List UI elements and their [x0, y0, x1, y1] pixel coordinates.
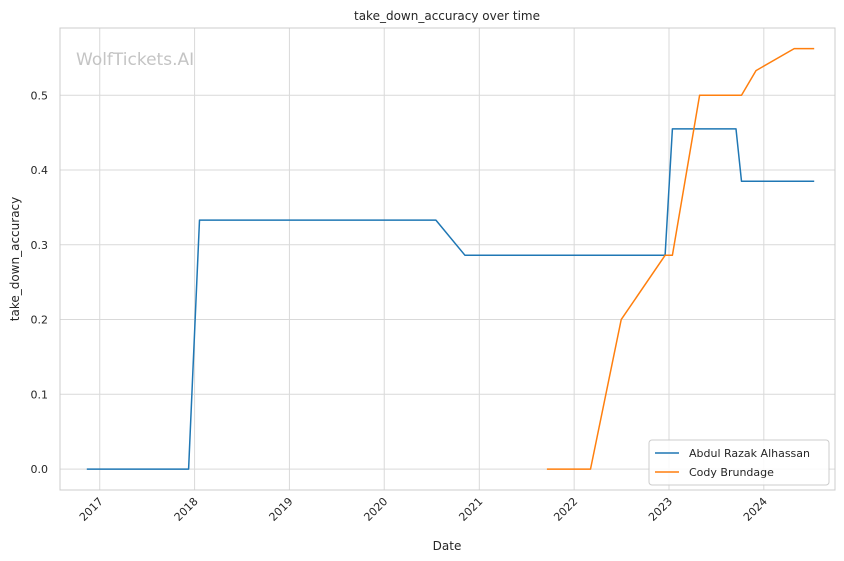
- watermark: WolfTickets.AI: [76, 50, 194, 70]
- legend-box: [648, 439, 830, 486]
- y-tick-labels: 0.0 0.1 0.2 0.3 0.4 0.5: [31, 89, 49, 476]
- series-lines: [86, 47, 815, 470]
- y-tick-label: 0.0: [31, 463, 49, 476]
- plot-area-frame: [59, 27, 836, 491]
- legend-label: Abdul Razak Alhassan: [689, 447, 810, 460]
- legend: Abdul Razak Alhassan Cody Brundage: [648, 439, 830, 486]
- chart-title: take_down_accuracy over time: [354, 9, 540, 23]
- y-tick-label: 0.4: [31, 164, 49, 177]
- y-tick-label: 0.5: [31, 89, 49, 102]
- y-tick-label: 0.3: [31, 239, 49, 252]
- y-axis-title: take_down_accuracy: [8, 197, 22, 321]
- legend-label: Cody Brundage: [689, 466, 774, 479]
- x-axis-title: Date: [433, 539, 462, 553]
- y-tick-label: 0.1: [31, 388, 49, 401]
- series-line-1: [546, 47, 815, 470]
- series-line-0: [86, 128, 815, 470]
- y-tick-label: 0.2: [31, 314, 49, 327]
